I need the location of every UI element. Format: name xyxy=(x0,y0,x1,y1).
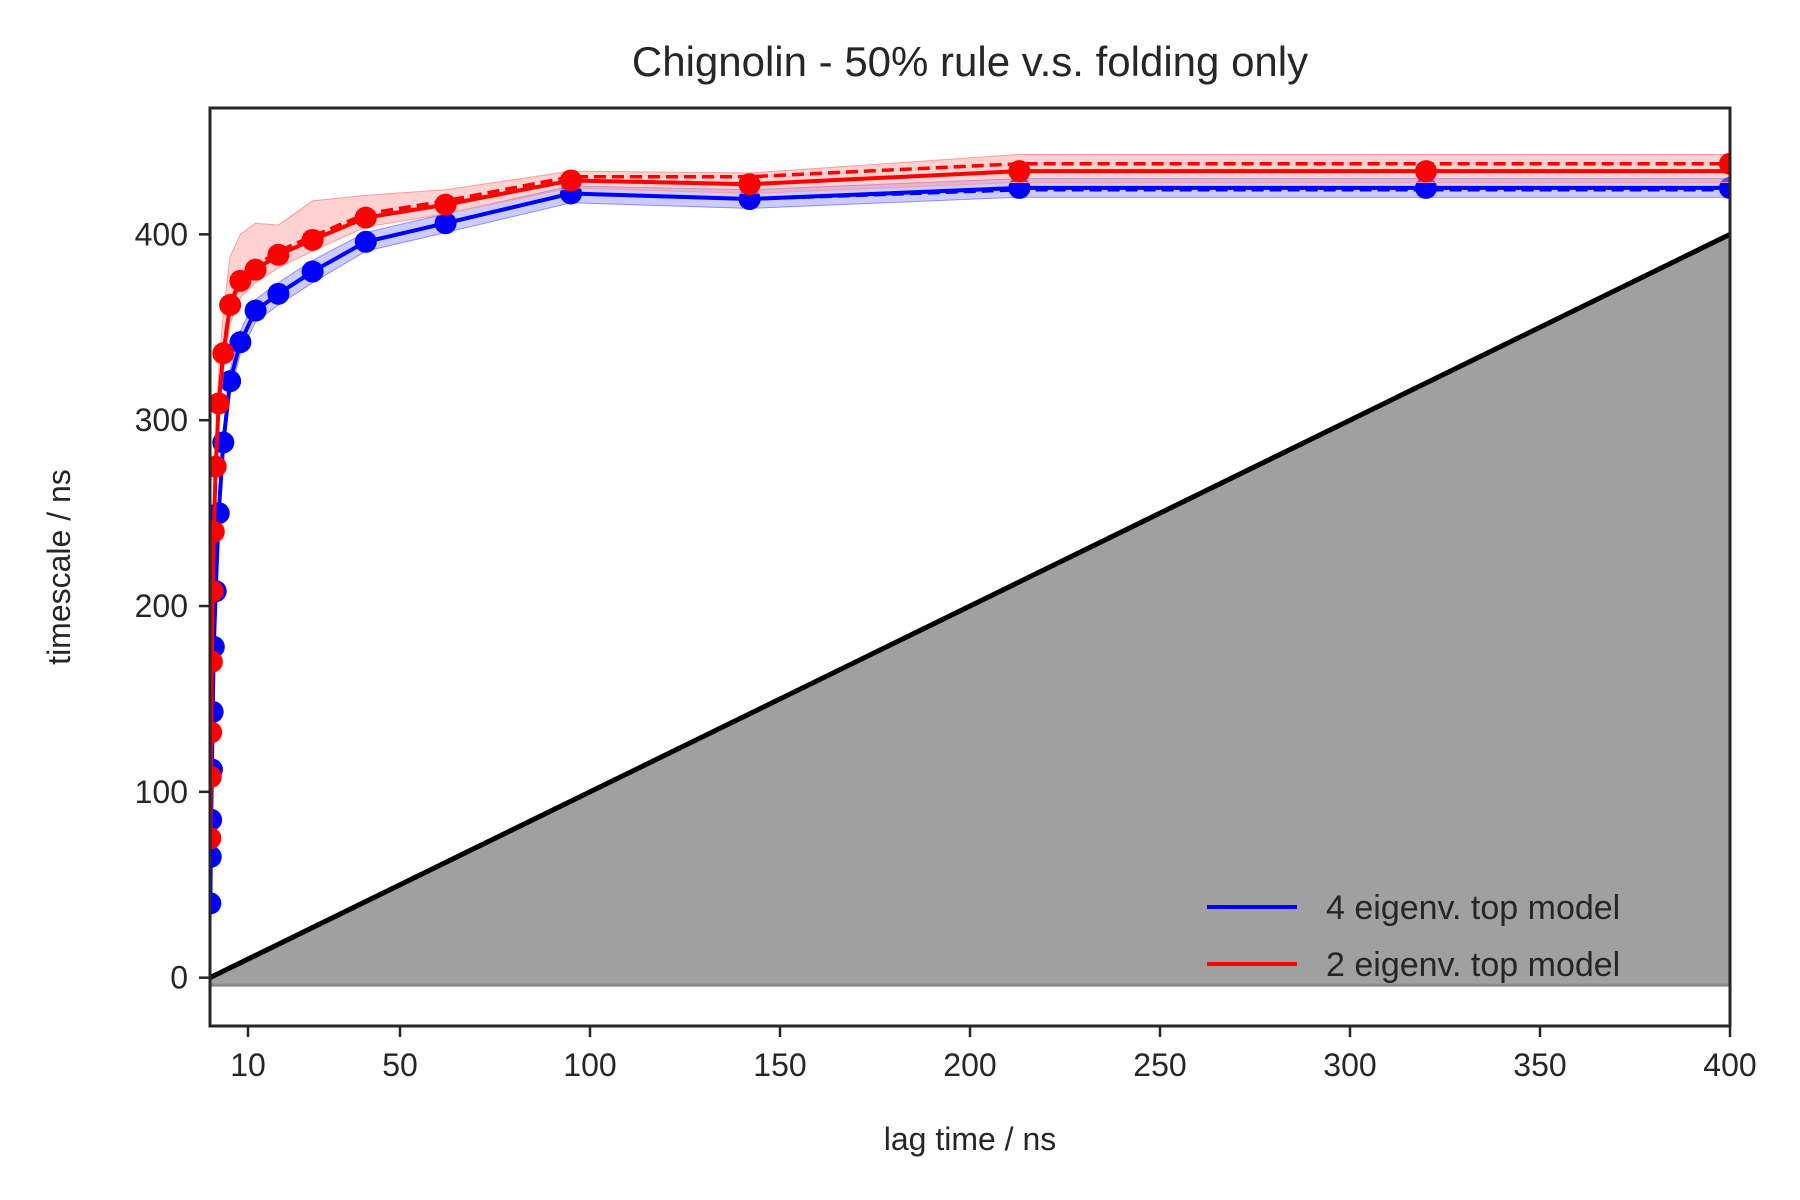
series-point xyxy=(434,193,457,216)
y-tick-label: 0 xyxy=(170,960,188,996)
reference-line xyxy=(210,232,1730,980)
series-point xyxy=(210,650,223,673)
y-tick-label: 100 xyxy=(135,774,188,810)
series-point xyxy=(212,342,235,365)
series-point xyxy=(219,370,242,393)
x-tick-label: 50 xyxy=(382,1047,418,1083)
x-tick-label: 10 xyxy=(230,1047,266,1083)
series-point xyxy=(301,228,324,251)
series-point xyxy=(738,173,761,196)
series-point xyxy=(1415,160,1437,183)
y-axis-label: timescale / ns xyxy=(41,469,77,665)
legend: 4 eigenv. top model 2 eigenv. top model xyxy=(1207,889,1620,984)
x-tick-label: 150 xyxy=(753,1047,806,1083)
series-point xyxy=(210,827,222,850)
plot-frame xyxy=(208,106,1732,1028)
series-point xyxy=(229,269,252,292)
series-point xyxy=(354,206,377,229)
x-tick-label: 350 xyxy=(1513,1047,1566,1083)
series-point xyxy=(210,845,222,868)
x-tick-label: 100 xyxy=(563,1047,616,1083)
y-axis: 0 100 200 300 400 xyxy=(135,216,210,996)
chart-title: Chignolin - 50% rule v.s. folding only xyxy=(632,38,1308,85)
x-tick-label: 200 xyxy=(943,1047,996,1083)
series-point xyxy=(210,721,223,744)
series-point xyxy=(244,258,267,281)
y-tick-label: 300 xyxy=(135,402,188,438)
series-point xyxy=(244,299,267,322)
series-point xyxy=(210,808,223,831)
x-axis-label: lag time / ns xyxy=(884,1121,1057,1157)
x-tick-label: 400 xyxy=(1703,1047,1756,1083)
legend-label-2: 2 eigenv. top model xyxy=(1326,946,1620,984)
series-point xyxy=(210,892,222,915)
series-point xyxy=(1008,160,1031,183)
series-point xyxy=(354,230,377,253)
series-point xyxy=(1719,152,1730,175)
series-point xyxy=(434,212,457,235)
series-point xyxy=(210,520,225,543)
series-point xyxy=(301,260,324,283)
x-axis: 10 50 100 150 200 250 300 350 400 xyxy=(230,1026,1757,1083)
series-2 xyxy=(210,152,1730,850)
x-tick-label: 300 xyxy=(1323,1047,1376,1083)
series-point xyxy=(210,455,227,478)
plot-area xyxy=(210,152,1730,987)
series-point xyxy=(210,765,222,788)
y-tick-label: 200 xyxy=(135,588,188,624)
series-point xyxy=(210,580,224,603)
series-point xyxy=(267,243,290,266)
plot-content xyxy=(210,152,1730,987)
series-point xyxy=(219,293,242,316)
legend-label-1: 4 eigenv. top model xyxy=(1326,889,1620,927)
series-point xyxy=(210,392,230,415)
series-point xyxy=(267,282,290,305)
x-tick-label: 250 xyxy=(1133,1047,1186,1083)
y-tick-label: 400 xyxy=(135,216,188,252)
series-point xyxy=(229,331,252,354)
series-point xyxy=(560,169,582,192)
